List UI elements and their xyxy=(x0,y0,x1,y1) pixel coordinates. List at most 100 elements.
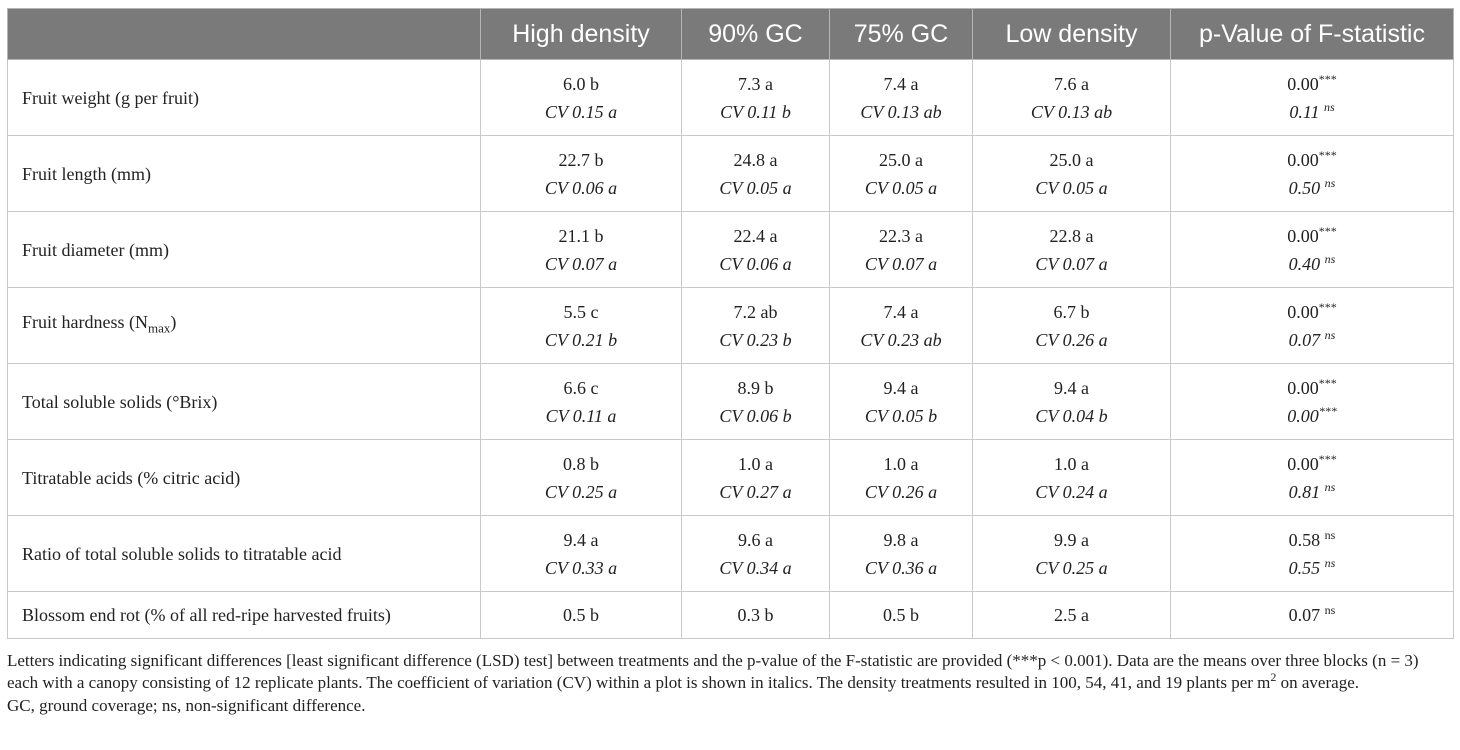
cv-value: CV 0.21 b xyxy=(544,329,618,350)
cv-value: CV 0.26 a xyxy=(1035,329,1108,350)
cv-value: CV 0.24 a xyxy=(1035,481,1108,502)
significance-marker: *** xyxy=(1318,451,1337,466)
value-cell: 5.5 c CV 0.21 b xyxy=(480,287,682,364)
table-row: Total soluble solids (°Brix) 6.6 c CV 0.11… xyxy=(7,363,1454,440)
value-cell: 7.6 a CV 0.13 ab xyxy=(972,59,1171,136)
p-value-cv: 0.81 ns xyxy=(1288,479,1336,502)
value-cell: 1.0 a CV 0.27 a xyxy=(681,439,830,516)
mean-value: 7.4 a xyxy=(883,301,919,322)
p-value: 0.00*** xyxy=(1287,147,1337,170)
value-cell: 9.8 a CV 0.36 a xyxy=(829,515,973,592)
cv-value: CV 0.11 b xyxy=(720,101,791,122)
value-cell: 22.3 a CV 0.07 a xyxy=(829,211,973,288)
p-value-cv: 0.55 ns xyxy=(1288,555,1336,578)
footnote-paragraph: Letters indicating significant differenc… xyxy=(7,650,1453,694)
mean-value: 7.6 a xyxy=(1054,73,1089,94)
mean-value: 2.5 a xyxy=(1054,605,1089,625)
mean-value: 8.9 b xyxy=(737,377,774,398)
mean-value: 0.8 b xyxy=(563,453,599,474)
row-label: Titratable acids (% citric acid) xyxy=(7,439,481,516)
value-cell: 8.9 b CV 0.06 b xyxy=(681,363,830,440)
p-value: 0.00*** xyxy=(1287,299,1337,322)
mean-value: 9.4 a xyxy=(1054,377,1089,398)
significance-marker: *** xyxy=(1318,223,1337,238)
cv-value: CV 0.33 a xyxy=(544,557,618,578)
cv-value: CV 0.25 a xyxy=(544,481,618,502)
p-value-cell: 0.00*** 0.00*** xyxy=(1170,363,1454,440)
value-cell: 7.4 a CV 0.23 ab xyxy=(829,287,973,364)
footnote-text: Letters indicating significant differenc… xyxy=(7,651,1419,692)
significance-marker: *** xyxy=(1318,299,1337,314)
value-cell: 22.7 b CV 0.06 a xyxy=(480,135,682,212)
row-label: Blossom end rot (% of all red-ripe harve… xyxy=(7,591,481,639)
footnote-abbreviations: GC, ground coverage; ns, non-significant… xyxy=(7,696,366,715)
value-cell: 0.5 b xyxy=(480,591,682,639)
p-value-cv: 0.40 ns xyxy=(1288,251,1336,274)
table-body: Fruit weight (g per fruit) 6.0 b CV 0.15 a… xyxy=(7,59,1454,639)
p-value-cell: 0.07 ns xyxy=(1170,591,1454,639)
value-cell: 6.0 b CV 0.15 a xyxy=(480,59,682,136)
row-label: Fruit diameter (mm) xyxy=(7,211,481,288)
mean-value: 22.4 a xyxy=(733,225,778,246)
mean-value: 1.0 a xyxy=(1054,453,1089,474)
mean-value: 5.5 c xyxy=(563,301,599,322)
value-cell: 2.5 a xyxy=(972,591,1171,639)
table-row: Titratable acids (% citric acid) 0.8 b CV … xyxy=(7,439,1454,516)
cv-value: CV 0.23 ab xyxy=(860,329,942,350)
p-value: 0.07 ns xyxy=(1288,603,1336,625)
significance-marker: ns xyxy=(1324,175,1336,190)
cv-value: CV 0.06 b xyxy=(719,405,792,426)
p-value: 0.00*** xyxy=(1287,71,1337,94)
footnote-superscript: 2 xyxy=(1270,670,1277,684)
mean-value: 0.3 b xyxy=(737,605,774,625)
cv-value: CV 0.13 ab xyxy=(1030,101,1113,122)
cv-value: CV 0.11 a xyxy=(545,405,617,426)
row-label: Total soluble solids (°Brix) xyxy=(7,363,481,440)
p-value-cv: 0.07 ns xyxy=(1288,327,1336,350)
mean-value: 0.5 b xyxy=(563,605,599,625)
mean-value: 22.3 a xyxy=(879,225,923,246)
p-value: 0.58 ns xyxy=(1288,527,1336,550)
mean-value: 22.7 b xyxy=(558,149,604,170)
table-row: Ratio of total soluble solids to titrata… xyxy=(7,515,1454,592)
mean-value: 21.1 b xyxy=(558,225,604,246)
significance-marker: ns xyxy=(1324,251,1336,266)
cv-value: CV 0.26 a xyxy=(864,481,938,502)
cv-value: CV 0.15 a xyxy=(544,101,618,122)
cv-value: CV 0.13 ab xyxy=(860,101,942,122)
table-row: Fruit length (mm) 22.7 b CV 0.06 a 24.8 a CV… xyxy=(7,135,1454,212)
row-label: Fruit hardness (Nmax) xyxy=(7,287,481,364)
value-cell: 0.3 b xyxy=(681,591,830,639)
significance-marker: *** xyxy=(1318,375,1337,390)
mean-value: 6.6 c xyxy=(563,377,599,398)
value-cell: 9.4 a CV 0.05 b xyxy=(829,363,973,440)
mean-value: 6.0 b xyxy=(563,73,599,94)
p-value-cv: 0.00*** xyxy=(1287,403,1337,426)
column-header: Low density xyxy=(972,8,1171,60)
column-header: p-Value of F-statistic xyxy=(1170,8,1454,60)
value-cell: 9.4 a CV 0.04 b xyxy=(972,363,1171,440)
cv-value: CV 0.05 a xyxy=(864,177,938,198)
mean-value: 7.2 ab xyxy=(733,301,778,322)
table-row: Fruit weight (g per fruit) 6.0 b CV 0.15 a… xyxy=(7,59,1454,136)
column-header: 90% GC xyxy=(681,8,830,60)
cv-value: CV 0.06 a xyxy=(544,177,618,198)
mean-value: 0.5 b xyxy=(883,605,919,625)
mean-value: 25.0 a xyxy=(1049,149,1094,170)
value-cell: 24.8 a CV 0.05 a xyxy=(681,135,830,212)
cv-value: CV 0.05 b xyxy=(864,405,938,426)
significance-marker: *** xyxy=(1318,71,1337,86)
value-cell: 22.8 a CV 0.07 a xyxy=(972,211,1171,288)
value-cell: 6.6 c CV 0.11 a xyxy=(480,363,682,440)
mean-value: 9.4 a xyxy=(883,377,919,398)
table-row: Fruit diameter (mm) 21.1 b CV 0.07 a 22.4 a… xyxy=(7,211,1454,288)
results-table: High density 90% GC 75% GC Low density p-Val… xyxy=(7,8,1454,639)
cv-value: CV 0.05 a xyxy=(1035,177,1108,198)
significance-marker: ns xyxy=(1324,555,1336,570)
value-cell: 21.1 b CV 0.07 a xyxy=(480,211,682,288)
row-label: Fruit weight (g per fruit) xyxy=(7,59,481,136)
value-cell: 22.4 a CV 0.06 a xyxy=(681,211,830,288)
mean-value: 1.0 a xyxy=(883,453,919,474)
mean-value: 7.4 a xyxy=(883,73,919,94)
